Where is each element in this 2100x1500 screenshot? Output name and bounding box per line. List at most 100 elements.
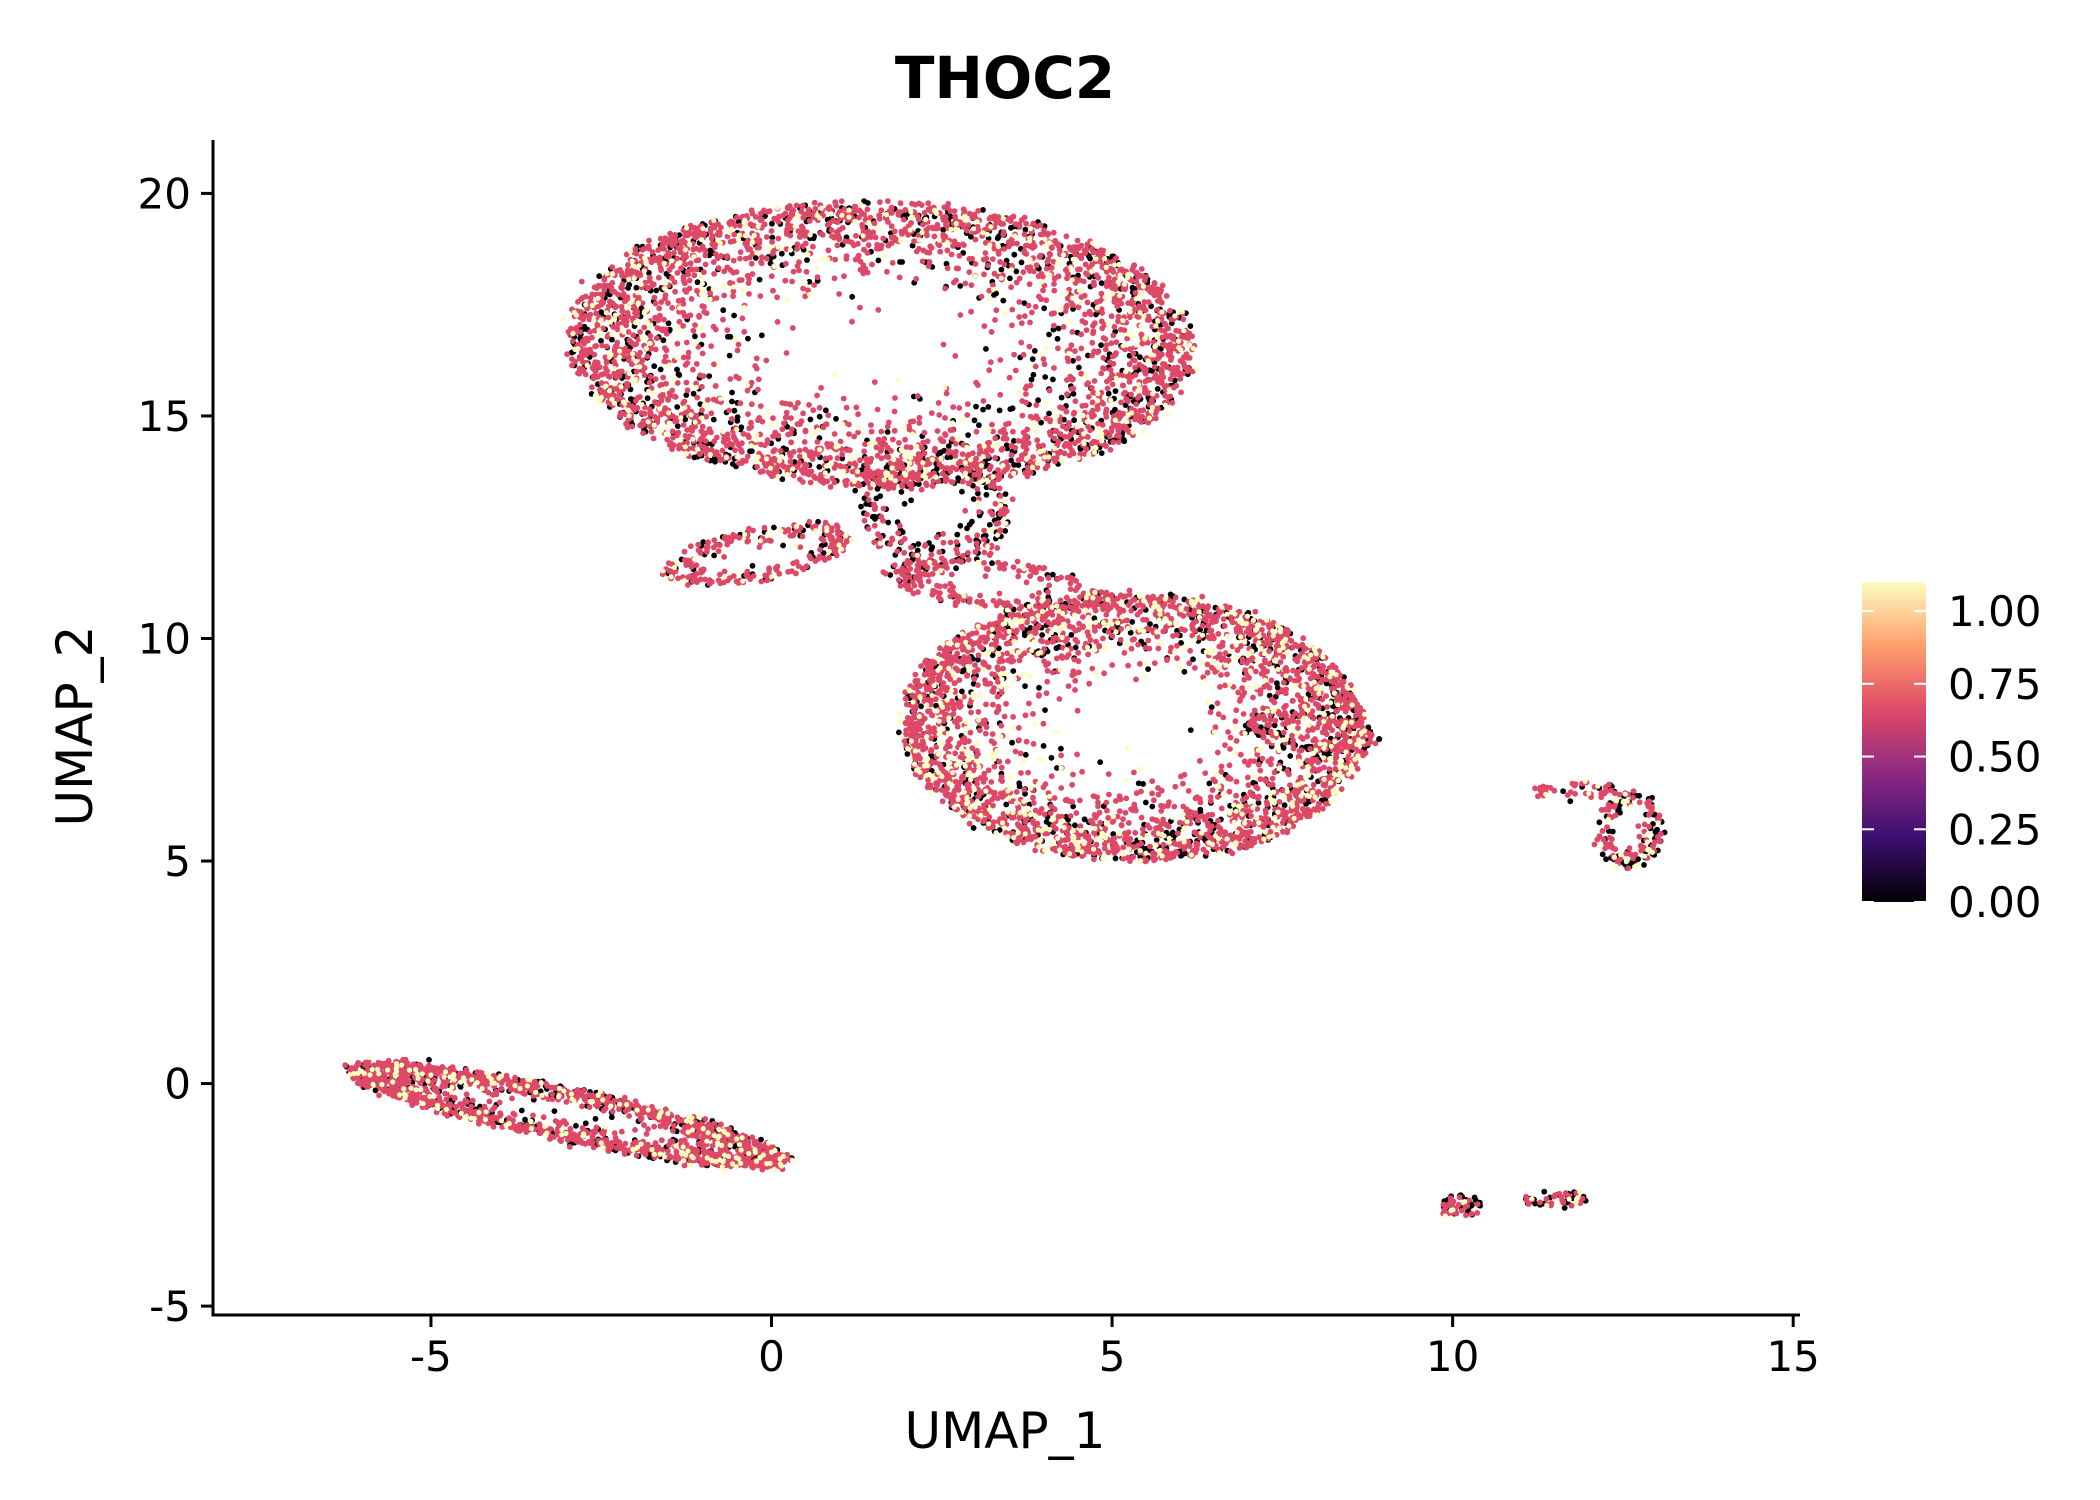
cell-point xyxy=(734,214,740,221)
cell-point xyxy=(814,392,820,399)
cell-point xyxy=(1237,751,1244,758)
cell-point xyxy=(917,464,924,471)
cell-point xyxy=(860,270,867,277)
cell-point xyxy=(739,460,745,466)
cell-point xyxy=(1113,350,1119,356)
cell-point xyxy=(585,347,592,354)
cell-point xyxy=(701,269,707,276)
cell-point xyxy=(992,317,998,323)
cell-point xyxy=(1002,528,1009,534)
cell-point xyxy=(758,210,764,217)
cell-point xyxy=(685,354,691,361)
cell-point xyxy=(1208,704,1215,710)
cell-point xyxy=(1149,803,1156,810)
cell-point xyxy=(1323,680,1330,687)
cell-point xyxy=(763,234,770,240)
cell-point xyxy=(934,534,940,540)
cell-point xyxy=(612,343,619,350)
cell-point xyxy=(832,256,839,263)
cell-point xyxy=(1137,418,1144,424)
cell-point xyxy=(986,367,993,374)
cell-point xyxy=(1016,314,1023,320)
cell-point xyxy=(638,410,645,416)
cell-point xyxy=(782,210,789,217)
cell-point xyxy=(788,439,795,446)
cell-point xyxy=(642,279,649,286)
cell-point xyxy=(711,271,717,277)
cell-point xyxy=(1004,445,1011,452)
cell-point xyxy=(1144,317,1151,323)
cell-point xyxy=(756,415,763,421)
cell-point xyxy=(657,265,664,271)
cell-point xyxy=(915,451,922,457)
cell-point xyxy=(573,1122,579,1129)
cell-point xyxy=(1091,412,1097,419)
cell-point xyxy=(976,443,983,450)
cell-point xyxy=(843,256,850,262)
cell-point xyxy=(652,376,659,382)
cell-point xyxy=(853,404,860,411)
cell-point xyxy=(629,423,636,430)
cell-point xyxy=(826,532,833,539)
cell-point xyxy=(828,525,835,531)
cell-point xyxy=(755,386,761,393)
cell-point xyxy=(1121,327,1128,333)
cell-point xyxy=(946,448,953,454)
cell-point xyxy=(953,539,960,545)
cell-point xyxy=(737,255,743,262)
cell-point xyxy=(1541,1188,1548,1195)
cell-point xyxy=(646,245,652,252)
cell-point xyxy=(1255,799,1262,806)
cell-point xyxy=(997,259,1003,265)
cell-point xyxy=(798,418,805,425)
cell-point xyxy=(945,443,952,449)
cell-point xyxy=(885,485,892,492)
cell-point xyxy=(819,231,826,238)
cell-point xyxy=(615,320,622,327)
cell-point xyxy=(921,209,928,216)
cell-point xyxy=(1130,264,1137,271)
cell-point xyxy=(698,569,704,576)
cell-point xyxy=(857,457,863,464)
cell-point xyxy=(1084,381,1090,388)
cell-point xyxy=(1003,421,1009,428)
cell-point xyxy=(716,232,723,238)
cell-point xyxy=(864,250,871,256)
cell-point xyxy=(676,445,682,452)
cell-point xyxy=(657,393,664,400)
cell-point xyxy=(861,473,868,480)
cell-point xyxy=(711,244,718,251)
cell-point xyxy=(907,444,914,451)
cell-point xyxy=(994,545,1001,551)
cell-point xyxy=(1121,438,1128,445)
cell-point xyxy=(1028,376,1035,383)
cell-point xyxy=(806,402,812,408)
cell-point xyxy=(603,343,610,350)
cell-point xyxy=(1043,818,1050,825)
cell-point xyxy=(1178,640,1184,646)
cell-point xyxy=(899,259,905,265)
cell-point xyxy=(660,337,667,344)
cell-point xyxy=(1089,261,1095,268)
cell-point xyxy=(826,220,833,227)
cell-point xyxy=(1010,428,1016,435)
cell-point xyxy=(852,256,859,263)
cell-point xyxy=(576,370,583,377)
cell-point xyxy=(665,320,672,327)
cell-point xyxy=(1187,323,1194,329)
cell-point xyxy=(949,436,956,442)
cell-point xyxy=(727,376,734,382)
cell-point xyxy=(1012,367,1019,374)
cell-point xyxy=(702,261,709,268)
cell-point xyxy=(712,383,719,389)
cell-point xyxy=(1069,302,1076,308)
cell-point xyxy=(914,473,921,480)
cell-point xyxy=(1124,335,1130,342)
cell-point xyxy=(949,479,956,486)
cell-point xyxy=(957,312,964,318)
cell-point xyxy=(803,563,810,570)
cell-point xyxy=(894,548,901,555)
cell-point xyxy=(1063,425,1070,432)
cell-point xyxy=(714,255,721,262)
cell-point xyxy=(816,464,823,470)
